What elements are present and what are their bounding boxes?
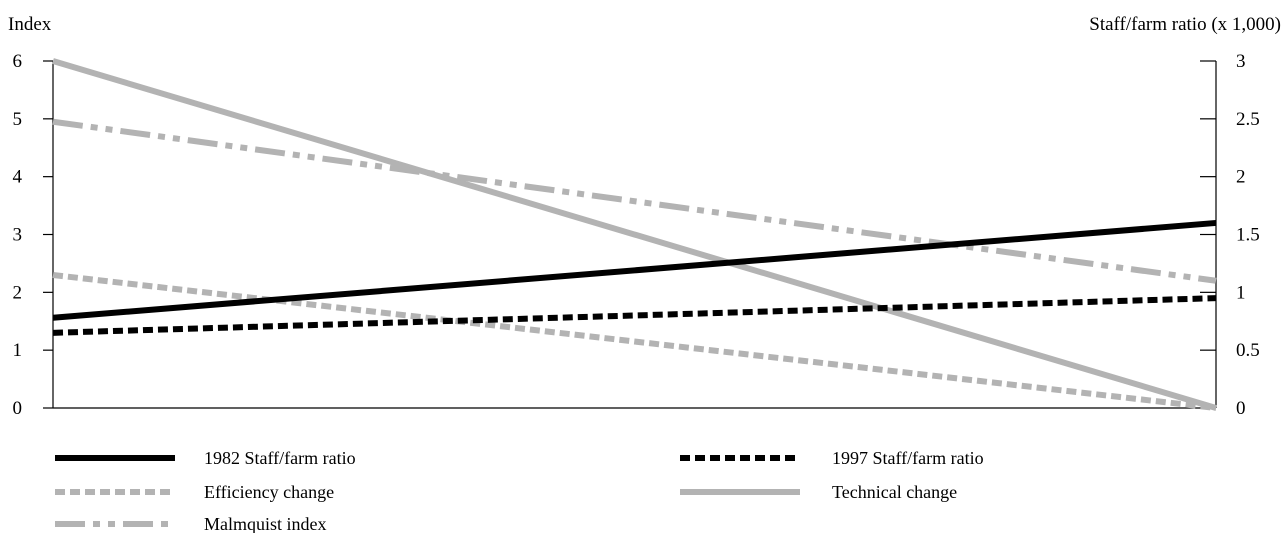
right-tick-label: 2	[1236, 167, 1246, 188]
right-tick-label: 1	[1236, 282, 1246, 303]
legend-label-efficiency-change: Efficiency change	[204, 482, 334, 502]
right-ticks: 0 0.5 1 1.5 2 2.5 3	[1200, 51, 1260, 419]
right-tick-label: 1.5	[1236, 225, 1260, 246]
series-line-malmquist-index	[52, 118, 1217, 284]
right-tick-label: 2.5	[1236, 109, 1260, 130]
left-tick-label: 5	[13, 109, 23, 130]
right-axis-title: Staff/farm ratio (x 1,000)	[1089, 14, 1281, 35]
legend: 1982 Staff/farm ratio 1997 Staff/farm rat…	[55, 448, 984, 533]
left-tick-label: 3	[13, 225, 23, 246]
left-tick-label: 1	[13, 340, 23, 361]
left-tick-label: 4	[13, 167, 23, 188]
series-line-efficiency-change	[52, 272, 1217, 411]
left-ticks: 0 1 2 3 4 5 6	[13, 51, 53, 419]
left-tick-label: 2	[13, 282, 23, 303]
series-layer	[52, 58, 1217, 411]
legend-label-malmquist-index: Malmquist index	[204, 514, 327, 533]
right-tick-label: 3	[1236, 51, 1246, 72]
series-line-1982-staff-farm-ratio	[52, 219, 1217, 321]
right-tick-label: 0	[1236, 398, 1246, 419]
legend-label-technical-change: Technical change	[832, 482, 957, 502]
left-axis-title: Index	[8, 14, 52, 35]
left-tick-label: 0	[13, 398, 23, 419]
legend-label-1982-staff-farm-ratio: 1982 Staff/farm ratio	[204, 448, 356, 468]
series-line-1997-staff-farm-ratio	[52, 295, 1217, 336]
right-tick-label: 0.5	[1236, 340, 1260, 361]
series-line-technical-change	[52, 58, 1217, 411]
left-tick-label: 6	[13, 51, 23, 72]
legend-label-1997-staff-farm-ratio: 1997 Staff/farm ratio	[832, 448, 984, 468]
